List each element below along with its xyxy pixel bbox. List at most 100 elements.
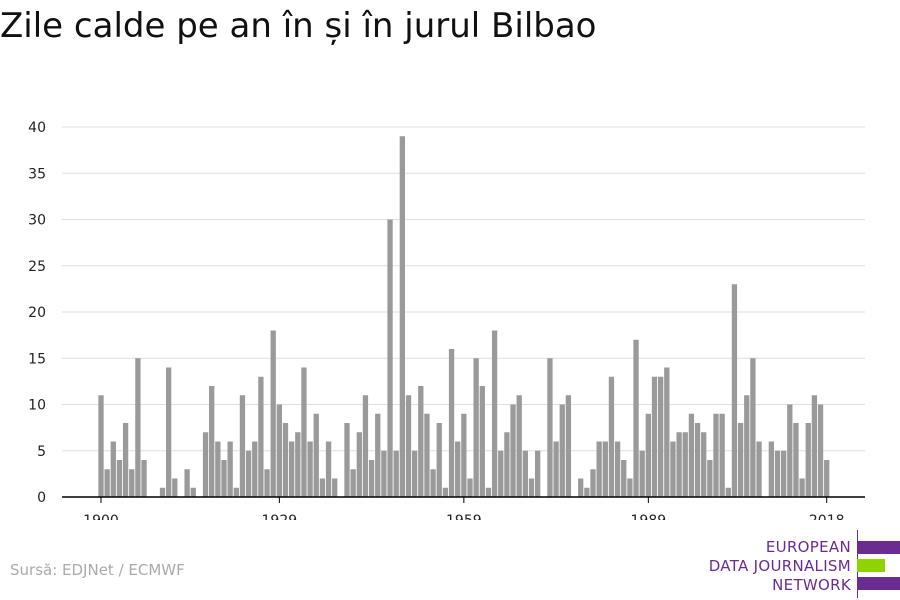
bar-1918 bbox=[209, 386, 215, 497]
bar-1968 bbox=[516, 395, 522, 497]
bar-1947 bbox=[387, 219, 393, 497]
bar-1900 bbox=[98, 395, 104, 497]
bar-1919 bbox=[215, 441, 221, 497]
bar-1934 bbox=[307, 441, 313, 497]
bar-1997 bbox=[694, 423, 701, 497]
bar-1989 bbox=[645, 413, 651, 497]
bar-1936 bbox=[319, 478, 326, 497]
x-tick-label: 1929 bbox=[262, 513, 298, 520]
bar-1946 bbox=[381, 450, 387, 497]
y-axis-labels: 0 5 10 15 20 25 30 35 40 bbox=[28, 120, 46, 506]
bar-1945 bbox=[375, 413, 381, 497]
bar-2014 bbox=[799, 478, 805, 497]
logo-bar-green bbox=[857, 559, 885, 572]
y-tick-label: 10 bbox=[28, 398, 46, 414]
bar-1944 bbox=[368, 460, 375, 497]
bar-1914 bbox=[184, 469, 190, 497]
logo-bar-purple-top bbox=[857, 541, 900, 554]
bar-chart: 0 5 10 15 20 25 30 35 40 1900 1929 1959 1989 2018 bbox=[28, 120, 865, 520]
logo-line-3: NETWORK bbox=[772, 576, 851, 594]
bar-1922 bbox=[233, 487, 239, 497]
bar-1982 bbox=[602, 441, 608, 497]
bar-1980 bbox=[590, 469, 596, 497]
y-tick-label: 40 bbox=[28, 120, 46, 136]
bar-2018 bbox=[824, 460, 830, 497]
bar-1975 bbox=[559, 404, 565, 497]
bar-1963 bbox=[485, 487, 492, 497]
bar-1971 bbox=[535, 450, 541, 497]
bar-1979 bbox=[584, 487, 590, 497]
y-tick-label: 35 bbox=[28, 166, 46, 182]
bar-1967 bbox=[510, 404, 516, 497]
y-tick-label: 20 bbox=[28, 305, 46, 321]
bar-2017 bbox=[817, 404, 824, 497]
bar-1904 bbox=[122, 423, 129, 497]
bar-1990 bbox=[651, 376, 658, 497]
bar-1957 bbox=[448, 349, 455, 497]
bar-1941 bbox=[350, 469, 356, 497]
bar-1974 bbox=[553, 441, 559, 497]
bar-1973 bbox=[547, 358, 553, 497]
bar-1992 bbox=[664, 367, 670, 497]
x-tick-label: 1989 bbox=[631, 513, 667, 520]
bar-1966 bbox=[504, 432, 510, 497]
edjnet-logo: EUROPEAN DATA JOURNALISM NETWORK bbox=[700, 528, 900, 600]
bar-2002 bbox=[725, 487, 731, 497]
bar-1965 bbox=[498, 450, 504, 497]
bar-1943 bbox=[362, 395, 369, 497]
chart-title: Zile calde pe an în și în jurul Bilbao bbox=[0, 6, 597, 46]
bar-2006 bbox=[750, 358, 756, 497]
bar-1924 bbox=[245, 450, 252, 497]
gridlines bbox=[62, 126, 865, 452]
bar-1985 bbox=[621, 460, 627, 497]
bar-2010 bbox=[774, 450, 781, 497]
bar-1906 bbox=[135, 358, 141, 497]
bar-1937 bbox=[325, 441, 332, 497]
bar-1901 bbox=[104, 469, 110, 497]
bar-1917 bbox=[202, 432, 209, 497]
bar-1962 bbox=[479, 386, 485, 497]
bar-1964 bbox=[491, 330, 498, 497]
bar-1940 bbox=[344, 423, 350, 497]
bar-1983 bbox=[608, 376, 615, 497]
bar-1932 bbox=[295, 432, 301, 497]
bar-1984 bbox=[614, 441, 621, 497]
bar-2009 bbox=[768, 441, 774, 497]
bar-1988 bbox=[639, 450, 645, 497]
bar-1993 bbox=[670, 441, 676, 497]
bar-1907 bbox=[141, 460, 147, 497]
y-tick-label: 15 bbox=[28, 351, 46, 367]
bar-1927 bbox=[264, 469, 270, 497]
bar-1954 bbox=[430, 469, 436, 497]
x-tick-label: 2018 bbox=[809, 513, 845, 520]
bar-1930 bbox=[282, 423, 289, 497]
bar-1955 bbox=[436, 423, 442, 497]
bar-2003 bbox=[731, 284, 738, 497]
bar-2007 bbox=[756, 441, 762, 497]
bars bbox=[98, 136, 830, 497]
bar-2000 bbox=[713, 413, 719, 497]
bar-1999 bbox=[707, 460, 713, 497]
bar-1998 bbox=[701, 432, 707, 497]
bar-1994 bbox=[676, 432, 682, 497]
bar-1915 bbox=[190, 487, 196, 497]
bar-1925 bbox=[252, 441, 258, 497]
bar-1961 bbox=[473, 358, 479, 497]
y-tick-label: 25 bbox=[28, 259, 46, 275]
bar-1938 bbox=[332, 478, 338, 497]
bar-1969 bbox=[522, 450, 528, 497]
bar-1911 bbox=[166, 367, 172, 497]
bar-1986 bbox=[627, 478, 633, 497]
bar-1942 bbox=[356, 432, 362, 497]
bar-1928 bbox=[270, 330, 276, 497]
bar-1933 bbox=[301, 367, 307, 497]
y-tick-label: 30 bbox=[28, 213, 46, 229]
bar-1952 bbox=[418, 386, 424, 497]
bar-2016 bbox=[811, 395, 818, 497]
bar-1935 bbox=[313, 413, 319, 497]
bar-1959 bbox=[461, 413, 467, 497]
bar-1921 bbox=[227, 441, 233, 497]
bar-2001 bbox=[719, 413, 725, 497]
bar-1970 bbox=[528, 478, 535, 497]
bar-1976 bbox=[565, 395, 572, 497]
